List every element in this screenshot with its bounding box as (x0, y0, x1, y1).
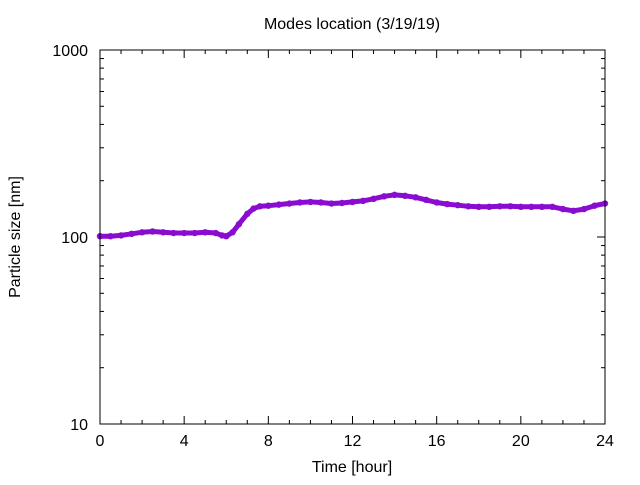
data-point (244, 210, 251, 218)
y-axis-label: Particle size [nm] (7, 176, 24, 298)
series-line (97, 192, 608, 239)
data-point (286, 200, 293, 207)
x-tick-label: 20 (512, 433, 530, 450)
data-point (212, 229, 219, 237)
data-point (549, 203, 556, 211)
data-point (528, 203, 535, 211)
data-point (328, 200, 335, 207)
data-point (317, 199, 325, 206)
data-point (433, 199, 440, 206)
data-point (128, 230, 135, 238)
data-point (486, 203, 493, 211)
data-point (370, 195, 377, 203)
x-tick-label: 12 (344, 433, 362, 450)
x-tick-label: 8 (264, 433, 273, 450)
data-point (443, 200, 451, 208)
axes: 0 4 8 12 16 20 24 10 100 1000 (52, 43, 614, 450)
data-point (107, 232, 114, 240)
data-point (559, 205, 567, 213)
data-point (296, 199, 304, 206)
data-point (159, 229, 167, 236)
x-tick-label: 4 (180, 433, 189, 450)
data-point (202, 229, 209, 236)
data-point (380, 193, 388, 200)
data-point (454, 201, 461, 209)
data-point (117, 232, 125, 239)
data-point (507, 203, 514, 210)
data-point (349, 198, 356, 206)
data-point (191, 229, 198, 237)
data-point (570, 207, 577, 215)
y-tick-label: 1000 (52, 43, 88, 60)
data-point (359, 197, 367, 205)
data-point (465, 203, 472, 210)
data-point (138, 229, 146, 236)
data-point (422, 196, 430, 204)
data-point (517, 203, 525, 211)
data-point (538, 203, 546, 211)
data-point (412, 194, 419, 201)
data-point (591, 202, 598, 209)
data-point (149, 228, 156, 235)
chart-title: Modes location (3/19/19) (264, 16, 440, 33)
data-point (170, 229, 177, 237)
data-point (307, 198, 314, 206)
data-point (580, 205, 588, 213)
plot-frame (99, 49, 606, 425)
data-point (229, 229, 236, 236)
data-point (235, 221, 243, 228)
x-tick-label: 0 (96, 433, 105, 450)
data-point (223, 232, 230, 240)
data-point (250, 205, 257, 212)
data-series (96, 191, 609, 240)
data-point (256, 203, 264, 210)
data-point (475, 203, 482, 211)
x-tick-label: 24 (596, 433, 614, 450)
data-point (265, 202, 272, 209)
data-point (401, 192, 409, 200)
y-tick-label: 10 (70, 417, 88, 434)
x-axis-label: Time [hour] (312, 459, 392, 476)
data-point (391, 191, 398, 199)
y-tick-label: 100 (61, 230, 88, 247)
x-tick-label: 16 (428, 433, 446, 450)
data-point (338, 199, 346, 207)
data-point (180, 229, 188, 237)
data-point (275, 201, 283, 208)
data-point (496, 203, 503, 210)
